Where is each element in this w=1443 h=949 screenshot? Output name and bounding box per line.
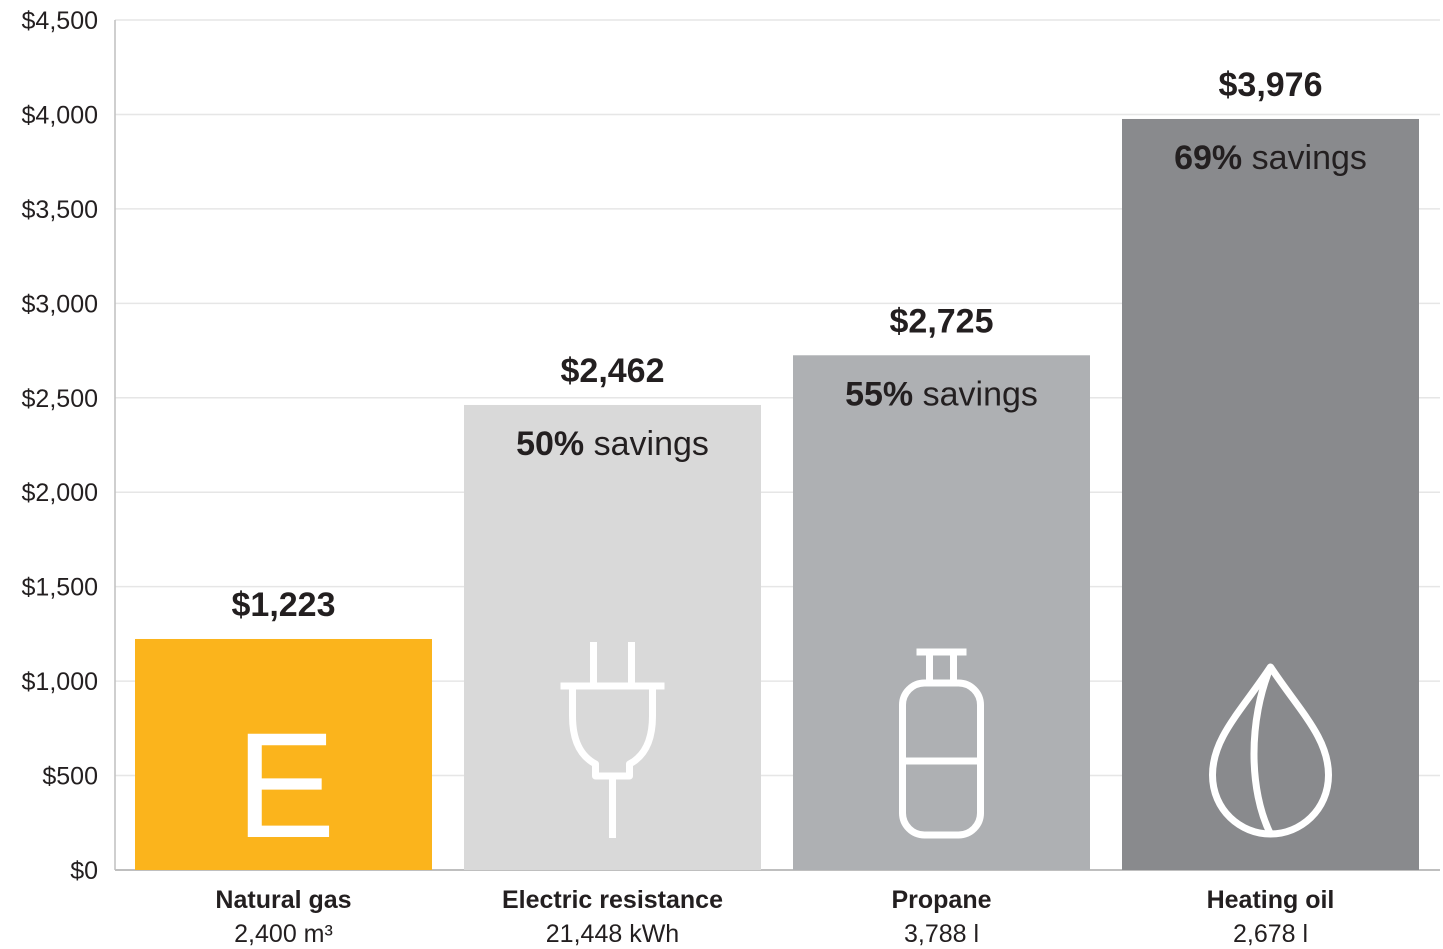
savings-word: savings xyxy=(584,425,709,463)
savings-percent: 69% xyxy=(1174,139,1242,177)
savings-word: savings xyxy=(1242,139,1367,177)
y-tick-label: $4,000 xyxy=(22,101,98,129)
x-category-sublabel: 2,678 l xyxy=(1233,920,1308,948)
x-category-label: Heating oil xyxy=(1207,886,1335,914)
bar xyxy=(1122,118,1419,870)
x-category-label: Propane xyxy=(891,886,991,914)
y-tick-label: $1,500 xyxy=(22,574,98,602)
bar xyxy=(135,638,432,870)
y-tick-label: $2,000 xyxy=(22,479,98,507)
savings-label: 55% savings xyxy=(845,375,1038,413)
x-category-sublabel: 3,788 l xyxy=(904,920,979,948)
bar-value-label: $2,462 xyxy=(561,352,665,390)
savings-label: 69% savings xyxy=(1174,139,1367,177)
bar-value-label: $2,725 xyxy=(890,302,994,340)
bar-value-label: $1,223 xyxy=(232,586,336,624)
bar-icons: E xyxy=(235,642,1332,869)
x-category-label: Natural gas xyxy=(215,886,351,914)
y-tick-label: $500 xyxy=(42,763,98,791)
x-category-sublabel: 21,448 kWh xyxy=(546,920,679,948)
oil-drop-icon xyxy=(1209,663,1332,838)
bar-labels: $1,223 $2,462 50% savings $2,725 55% savings… xyxy=(232,66,1367,624)
bars xyxy=(135,118,1419,870)
y-axis: $0 $500 $1,000 $1,500 $2,000 $2,500 $3,000 $3,5… xyxy=(22,7,98,885)
savings-percent: 55% xyxy=(845,375,913,413)
y-tick-label: $3,000 xyxy=(22,290,98,318)
electric-plug-icon xyxy=(560,642,665,838)
x-category-sublabel: 2,400 m³ xyxy=(234,920,333,948)
y-tick-label: $0 xyxy=(70,857,98,885)
bar xyxy=(793,355,1090,870)
y-tick-label: $3,500 xyxy=(22,196,98,224)
y-tick-label: $1,000 xyxy=(22,668,98,696)
y-tick-label: $2,500 xyxy=(22,385,98,413)
savings-label: 50% savings xyxy=(516,425,709,463)
energy-e-icon: E xyxy=(235,701,335,869)
savings-percent: 50% xyxy=(516,425,584,463)
y-tick-label: $4,500 xyxy=(22,7,98,35)
bar-value-label: $3,976 xyxy=(1219,66,1323,104)
x-axis: Natural gas 2,400 m³ Electric resistance 21… xyxy=(215,886,1334,948)
savings-word: savings xyxy=(913,375,1038,413)
x-category-label: Electric resistance xyxy=(502,886,723,914)
propane-tank-icon xyxy=(899,648,984,839)
